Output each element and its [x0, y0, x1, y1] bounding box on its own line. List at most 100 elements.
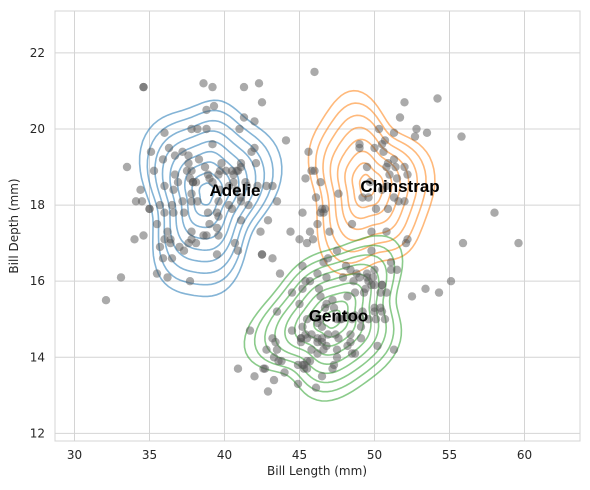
data-point [319, 258, 328, 267]
data-point [191, 238, 201, 248]
scatter-points [101, 67, 523, 396]
data-point [364, 315, 373, 324]
data-point [323, 330, 333, 339]
data-point [371, 315, 381, 324]
data-point [139, 231, 148, 240]
data-point [394, 197, 403, 206]
data-point [382, 288, 391, 297]
data-point [383, 204, 393, 214]
data-point [193, 124, 202, 134]
data-point [301, 277, 310, 286]
data-point [254, 79, 264, 88]
data-point [446, 277, 456, 286]
data-point [395, 113, 405, 122]
data-point [155, 200, 165, 210]
data-point [209, 101, 219, 111]
data-point [275, 269, 285, 278]
data-point [352, 269, 361, 278]
x-tick-label: 50 [367, 448, 382, 462]
data-point [349, 277, 358, 286]
data-point [311, 383, 321, 392]
data-point [281, 136, 291, 145]
data-point [187, 227, 196, 236]
data-point [187, 189, 196, 198]
data-point [313, 219, 322, 229]
data-point [410, 132, 420, 141]
data-point [239, 82, 249, 92]
y-tick-label: 16 [30, 274, 45, 288]
data-point [316, 208, 325, 217]
data-point [160, 128, 169, 137]
data-point [370, 303, 379, 312]
data-point [307, 345, 316, 354]
data-point [184, 151, 193, 160]
data-point [382, 227, 391, 236]
data-point [332, 246, 342, 255]
data-point [347, 349, 357, 358]
data-point [232, 166, 241, 175]
data-point [269, 353, 279, 362]
data-point [233, 364, 243, 373]
x-tick-label: 60 [517, 448, 532, 462]
data-point [317, 372, 327, 381]
data-point [298, 284, 307, 293]
data-point [169, 185, 178, 194]
data-point [367, 246, 376, 255]
y-tick-label: 20 [30, 122, 45, 136]
data-point [370, 143, 379, 153]
data-point [400, 98, 409, 107]
data-point [374, 124, 384, 134]
data-point [421, 284, 430, 293]
data-point [382, 181, 391, 191]
data-point [373, 341, 382, 351]
data-point [256, 227, 265, 236]
data-point [269, 375, 279, 385]
data-point [139, 82, 148, 92]
data-point [272, 345, 282, 354]
data-point [202, 105, 211, 115]
data-point [407, 292, 417, 301]
data-point [158, 155, 168, 164]
data-point [317, 322, 327, 331]
data-point [214, 231, 223, 240]
data-point [193, 197, 202, 206]
data-point [160, 235, 169, 244]
data-point [286, 227, 295, 236]
data-point [202, 124, 211, 134]
data-point [167, 254, 177, 263]
data-point [332, 315, 342, 324]
data-point [490, 208, 499, 217]
data-point [131, 197, 141, 206]
data-point [214, 212, 223, 221]
data-point [250, 117, 259, 126]
data-point [400, 197, 409, 206]
data-point [158, 254, 168, 263]
data-point [365, 178, 375, 187]
data-point [208, 178, 217, 187]
data-point [514, 238, 523, 248]
data-point [260, 364, 270, 373]
data-point [163, 227, 172, 236]
data-point [268, 254, 277, 263]
data-point [208, 140, 217, 149]
data-point [313, 349, 322, 358]
data-point [305, 356, 315, 366]
data-point [224, 181, 234, 191]
data-point [346, 330, 355, 339]
data-point [382, 162, 391, 172]
data-point [362, 162, 372, 172]
data-point [361, 284, 370, 293]
data-point [199, 231, 208, 240]
data-point [343, 292, 352, 301]
data-point [155, 242, 165, 252]
adelie-contour [161, 130, 257, 263]
data-point [380, 315, 390, 324]
data-point [302, 334, 312, 343]
data-point [412, 124, 421, 134]
data-point [332, 345, 342, 354]
data-point [346, 265, 355, 274]
data-point [403, 235, 412, 244]
data-point [334, 189, 343, 198]
data-point [262, 345, 271, 354]
data-point [188, 178, 198, 187]
